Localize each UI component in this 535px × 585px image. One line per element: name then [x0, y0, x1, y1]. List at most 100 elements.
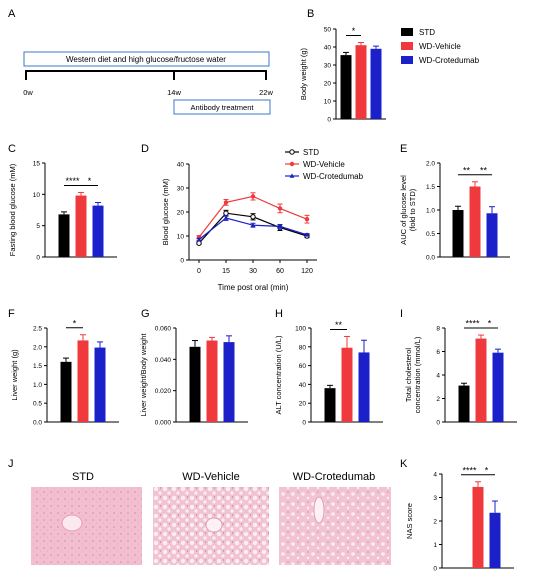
y-axis-label: concentration (mmol/L)	[413, 336, 422, 413]
y-axis-label: ALT concentration (U/L)	[274, 335, 283, 414]
chart-b: B 0 10 20 30 40 50 Body weight (g) *	[299, 8, 386, 124]
panel-letter-a: A	[8, 8, 16, 20]
y-tick-label: 0	[433, 566, 437, 573]
antibody-label: Antibody treatment	[191, 103, 255, 112]
data-point-vehicle	[223, 200, 229, 205]
bar-std	[324, 388, 336, 422]
y-tick-label: 0.000	[155, 420, 172, 427]
histo-title-crotedumab: WD-Crotedumab	[293, 471, 376, 483]
panel-letter-b: B	[307, 8, 314, 20]
y-tick-label: 0.5	[426, 231, 435, 238]
legend-swatch-std	[401, 28, 413, 36]
y-axis-label: NAS score	[405, 503, 414, 539]
y-tick-label: 2.0	[426, 161, 435, 168]
bar-std	[58, 214, 70, 257]
y-tick-label: 0.0	[426, 255, 435, 262]
significance-label: ****	[465, 319, 480, 329]
bar-vehicle	[475, 338, 487, 422]
bar-std	[189, 346, 201, 422]
y-tick-label: 0.040	[155, 357, 172, 364]
bar-vehicle	[341, 347, 353, 422]
y-axis-label: Liver weight (g)	[10, 349, 19, 401]
y-tick-label: 2.0	[33, 344, 42, 351]
bar-std	[458, 385, 470, 422]
y-tick-label: 1.5	[426, 184, 435, 191]
bar-vehicle	[206, 340, 218, 422]
y-tick-label: 6	[436, 349, 440, 356]
histo-title-vehicle: WD-Vehicle	[182, 471, 239, 483]
bar-crotedumab	[223, 342, 235, 422]
y-axis-label: Blood glucose (mM)	[161, 178, 170, 245]
y-tick-label: 1.0	[426, 208, 435, 215]
time-label-0w: 0w	[23, 88, 33, 97]
x-axis-label: Time post oral (min)	[218, 283, 289, 292]
significance-label: ****	[65, 176, 80, 186]
panel-letter-g: G	[141, 308, 150, 320]
y-tick-label: 10	[33, 192, 41, 199]
antibody-box	[173, 99, 271, 115]
histo-image-std	[31, 487, 142, 565]
legend-label-vehicle: WD-Vehicle	[303, 160, 345, 169]
y-tick-label: 40	[299, 382, 307, 389]
y-tick-label: 0.5	[33, 401, 42, 408]
panel-j: J STD WD-Vehicle WD-Crotedumab	[8, 458, 391, 565]
bar-crotedumab	[94, 347, 106, 422]
y-axis-label: Fasting blood glucose (mM)	[8, 163, 17, 256]
chart-g: G 0.000 0.020 0.040 0.060 Liver weight/Body w…	[139, 308, 248, 427]
y-tick-label: 1	[433, 542, 437, 549]
y-tick-label: 15	[33, 161, 41, 168]
y-tick-label: 3	[433, 495, 437, 502]
panel-letter-h: H	[275, 308, 283, 320]
time-label-14w: 14w	[167, 88, 181, 97]
data-point-crotedumab	[304, 232, 310, 237]
bar-vehicle	[469, 186, 481, 257]
histo-image-crotedumab	[279, 487, 391, 565]
y-tick-label: 0	[302, 420, 306, 427]
x-tick-label: 60	[276, 268, 284, 275]
significance-label: *	[488, 319, 492, 329]
y-tick-label: 10	[324, 99, 332, 106]
y-axis-label: Body weight (g)	[299, 47, 308, 100]
y-tick-label: 2.5	[33, 326, 42, 333]
y-tick-label: 0.0	[33, 420, 42, 427]
data-point-crotedumab	[277, 223, 283, 229]
legend-label-std: STD	[419, 28, 435, 37]
data-point-std	[250, 214, 256, 220]
bar-crotedumab	[492, 352, 504, 422]
y-tick-label: 5	[36, 223, 40, 230]
y-axis-label: Liver weight/Body weight	[139, 333, 148, 417]
legend-swatch-crotedumab	[401, 56, 413, 64]
x-tick-label: 120	[301, 268, 313, 275]
significance-label: *	[73, 318, 77, 328]
chart-d: D 0 10 20 30 40 0 15 30 60 120 Time post oral (min)…	[141, 143, 364, 292]
bar-vehicle	[77, 340, 89, 422]
bar-std	[452, 210, 464, 257]
chart-i: I 0 2 4 6 8 Total cholesterol concentration (mm…	[400, 308, 517, 427]
diet-box	[23, 51, 270, 67]
histo-title-std: STD	[72, 471, 94, 483]
legend-label-crotedumab: WD-Crotedumab	[419, 56, 480, 65]
significance-label: **	[335, 320, 343, 330]
panel-letter-e: E	[400, 143, 407, 155]
significance-label: *	[352, 26, 356, 36]
time-label-22w: 22w	[259, 88, 273, 97]
bar-vehicle	[75, 195, 87, 257]
significance-label: **	[463, 165, 471, 175]
y-tick-label: 20	[299, 401, 307, 408]
bar-vehicle	[355, 45, 367, 120]
y-tick-label: 2	[436, 396, 440, 403]
bar-std	[340, 55, 352, 119]
legend-label-std: STD	[303, 148, 319, 157]
data-point-vehicle	[250, 194, 256, 199]
y-tick-label: 1.0	[33, 382, 42, 389]
y-tick-label: 2	[433, 519, 437, 526]
y-tick-label: 8	[436, 326, 440, 333]
y-tick-label: 0	[180, 258, 184, 265]
bar-crotedumab	[486, 213, 498, 257]
data-point-std	[223, 210, 229, 216]
y-axis-label: (fold to STD)	[408, 188, 417, 231]
